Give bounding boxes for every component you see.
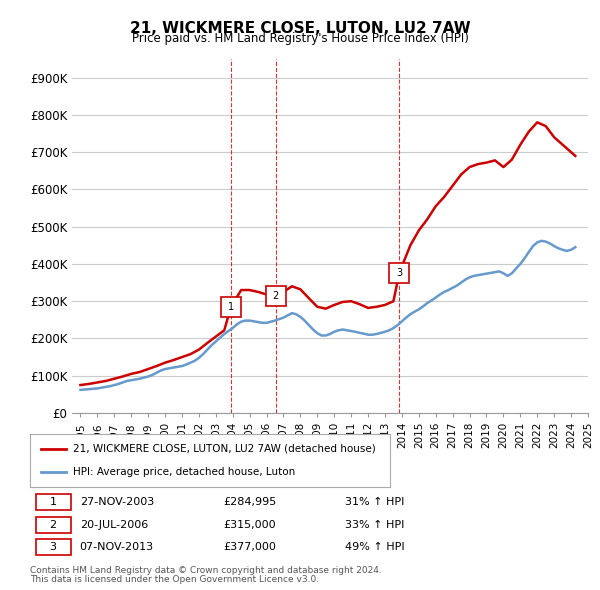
Text: Contains HM Land Registry data © Crown copyright and database right 2024.: Contains HM Land Registry data © Crown c… xyxy=(30,566,382,575)
Text: Price paid vs. HM Land Registry's House Price Index (HPI): Price paid vs. HM Land Registry's House … xyxy=(131,32,469,45)
Text: £377,000: £377,000 xyxy=(223,542,276,552)
Text: £315,000: £315,000 xyxy=(223,520,276,530)
Text: 3: 3 xyxy=(397,267,403,277)
Text: 49% ↑ HPI: 49% ↑ HPI xyxy=(344,542,404,552)
Text: 3: 3 xyxy=(50,542,56,552)
FancyBboxPatch shape xyxy=(35,494,71,510)
Text: 2: 2 xyxy=(273,291,279,301)
Text: £284,995: £284,995 xyxy=(223,497,277,507)
Text: 20-JUL-2006: 20-JUL-2006 xyxy=(80,520,148,530)
Text: HPI: Average price, detached house, Luton: HPI: Average price, detached house, Luto… xyxy=(73,467,295,477)
Text: This data is licensed under the Open Government Licence v3.0.: This data is licensed under the Open Gov… xyxy=(30,575,319,584)
Text: 07-NOV-2013: 07-NOV-2013 xyxy=(80,542,154,552)
Text: 2: 2 xyxy=(50,520,57,530)
FancyBboxPatch shape xyxy=(35,539,71,555)
Text: 21, WICKMERE CLOSE, LUTON, LU2 7AW: 21, WICKMERE CLOSE, LUTON, LU2 7AW xyxy=(130,21,470,35)
Text: 21, WICKMERE CLOSE, LUTON, LU2 7AW (detached house): 21, WICKMERE CLOSE, LUTON, LU2 7AW (deta… xyxy=(73,444,376,454)
Text: 31% ↑ HPI: 31% ↑ HPI xyxy=(344,497,404,507)
Text: 33% ↑ HPI: 33% ↑ HPI xyxy=(344,520,404,530)
FancyBboxPatch shape xyxy=(35,517,71,533)
Text: 1: 1 xyxy=(50,497,56,507)
Text: 1: 1 xyxy=(228,302,234,312)
Text: 27-NOV-2003: 27-NOV-2003 xyxy=(80,497,154,507)
